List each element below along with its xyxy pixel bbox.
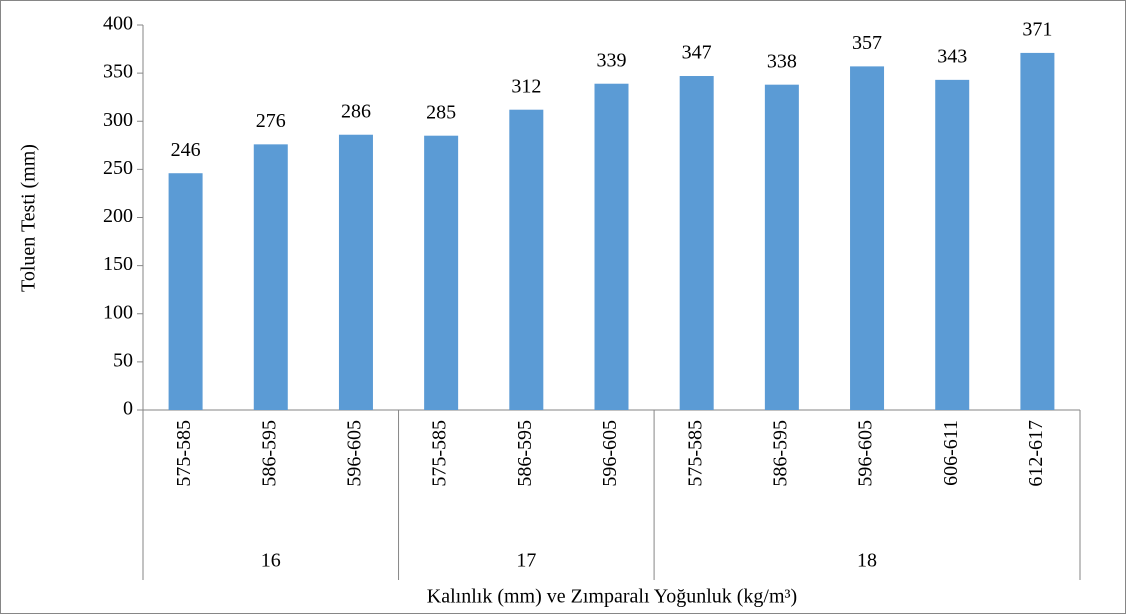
data-label: 343 xyxy=(937,45,967,67)
y-tick-label: 350 xyxy=(103,61,133,83)
bar xyxy=(679,76,714,410)
x-tick-label: 586-595 xyxy=(258,420,280,487)
bar xyxy=(850,66,885,410)
x-tick-label: 586-595 xyxy=(514,420,536,487)
x-tick-label: 606-611 xyxy=(940,420,962,486)
data-label: 285 xyxy=(426,101,456,123)
y-tick-label: 0 xyxy=(123,398,133,420)
bar xyxy=(764,84,799,411)
data-label: 339 xyxy=(597,49,627,71)
bar xyxy=(424,135,459,410)
y-tick-label: 300 xyxy=(103,109,133,131)
group-label: 18 xyxy=(857,550,877,572)
y-axis-label: Toluen Testi (mm) xyxy=(18,144,40,292)
bar xyxy=(168,173,203,410)
y-tick-label: 200 xyxy=(103,205,133,227)
bar xyxy=(594,83,629,411)
data-label: 338 xyxy=(767,50,797,72)
x-tick-label: 575-585 xyxy=(684,420,706,487)
data-label: 246 xyxy=(171,139,201,161)
x-tick-label: 586-595 xyxy=(769,420,791,487)
x-tick-label: 596-605 xyxy=(855,420,877,487)
x-tick-label: 596-605 xyxy=(344,420,366,487)
bar xyxy=(1020,52,1055,410)
y-tick-label: 150 xyxy=(103,253,133,275)
data-label: 276 xyxy=(256,110,286,132)
y-tick-label: 100 xyxy=(103,301,133,323)
x-tick-label: 575-585 xyxy=(173,420,195,487)
data-label: 312 xyxy=(511,75,541,97)
data-label: 371 xyxy=(1022,19,1052,41)
bar xyxy=(253,144,288,410)
x-tick-label: 612-617 xyxy=(1025,420,1047,487)
group-label: 17 xyxy=(516,550,536,572)
data-label: 286 xyxy=(341,100,371,122)
bar xyxy=(509,109,544,410)
x-tick-label: 596-605 xyxy=(599,420,621,487)
data-label: 357 xyxy=(852,32,882,54)
y-tick-label: 400 xyxy=(103,13,133,35)
group-label: 16 xyxy=(261,550,281,572)
bar xyxy=(935,79,970,411)
y-tick-label: 50 xyxy=(113,349,133,371)
x-axis-label: Kalınlık (mm) ve Zımparalı Yoğunluk (kg/… xyxy=(427,586,797,608)
y-tick-label: 250 xyxy=(103,157,133,179)
data-label: 347 xyxy=(682,42,712,64)
bar xyxy=(338,134,373,410)
x-tick-label: 575-585 xyxy=(429,420,451,487)
